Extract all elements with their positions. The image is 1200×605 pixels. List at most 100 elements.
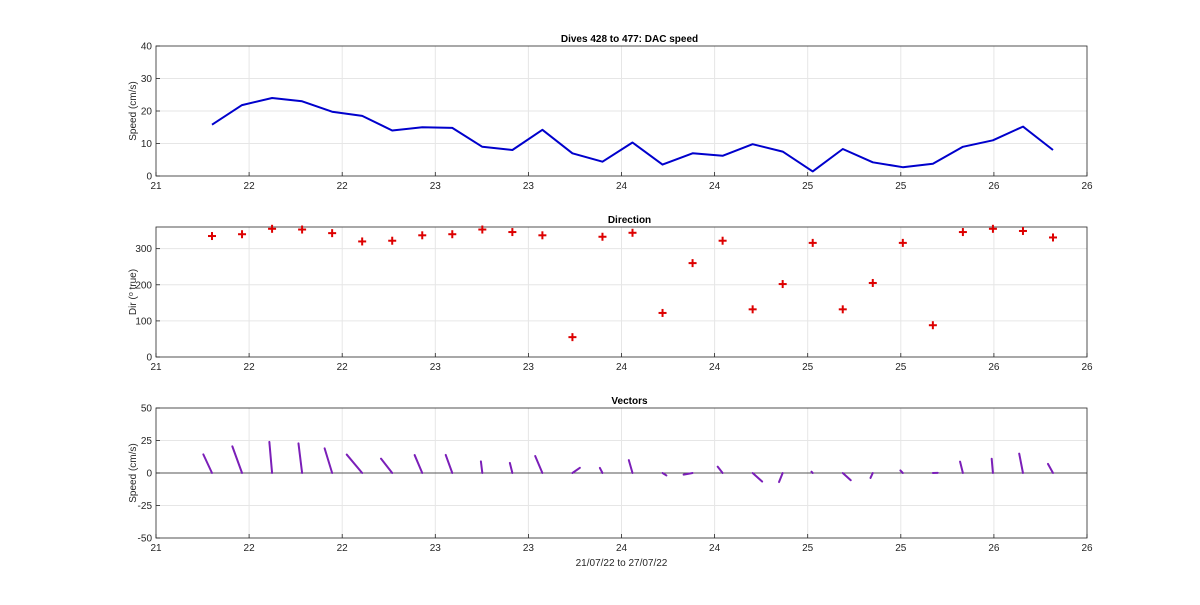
direction-point bbox=[358, 237, 367, 246]
direction-point bbox=[628, 228, 637, 237]
vector-stick bbox=[959, 460, 964, 474]
x-tick-label: 24 bbox=[709, 543, 721, 554]
direction-point bbox=[748, 305, 757, 314]
direction-point bbox=[538, 231, 547, 240]
vector-stick bbox=[899, 469, 904, 474]
direction-point bbox=[598, 232, 607, 241]
x-tick-label: 26 bbox=[1081, 181, 1093, 192]
y-tick-label: 0 bbox=[146, 353, 152, 364]
direction-point bbox=[388, 236, 397, 245]
x-tick-label: 21 bbox=[150, 181, 162, 192]
chart-title: Vectors bbox=[611, 396, 648, 407]
y-tick-label: 30 bbox=[141, 74, 153, 85]
vector-stick bbox=[1046, 462, 1054, 474]
chart-title: Dives 428 to 477: DAC speed bbox=[561, 34, 698, 45]
vector-stick bbox=[627, 459, 634, 474]
y-tick-label: -25 bbox=[138, 501, 153, 512]
vector-stick bbox=[598, 466, 604, 474]
direction-point bbox=[238, 230, 247, 239]
vector-stick bbox=[297, 442, 304, 474]
x-tick-label: 21 bbox=[150, 362, 162, 373]
y-axis-label: Dir (o true) bbox=[128, 269, 140, 315]
direction-panel: 21 22 22 23 23 24 24 25 25 26 26 0 100 200 300 Directio… bbox=[128, 215, 1093, 373]
y-tick-label: 200 bbox=[135, 280, 152, 291]
x-tick-label: 25 bbox=[802, 362, 814, 373]
chart-title: Direction bbox=[608, 215, 651, 226]
y-tick-label: 20 bbox=[141, 107, 153, 118]
vector-stick bbox=[841, 472, 852, 482]
direction-point bbox=[928, 321, 937, 330]
direction-point bbox=[898, 238, 907, 247]
y-tick-label: 0 bbox=[146, 469, 152, 480]
x-tick-label: 25 bbox=[895, 543, 907, 554]
x-tick-label: 25 bbox=[802, 543, 814, 554]
direction-point bbox=[868, 278, 877, 287]
y-axis-label: Speed (cm/s) bbox=[128, 81, 139, 140]
direction-point bbox=[658, 308, 667, 317]
x-tick-label: 22 bbox=[337, 181, 349, 192]
x-tick-label: 24 bbox=[616, 181, 628, 192]
direction-point bbox=[808, 238, 817, 247]
x-tick-label: 24 bbox=[616, 362, 628, 373]
vector-stick bbox=[380, 457, 394, 474]
y-axis-label: Speed (cm/s) bbox=[128, 443, 139, 502]
x-tick-label: 26 bbox=[988, 181, 1000, 192]
x-tick-label: 23 bbox=[523, 181, 535, 192]
vector-stick bbox=[751, 472, 764, 483]
vector-stick bbox=[778, 472, 784, 484]
vector-stick bbox=[571, 466, 581, 474]
x-tick-label: 22 bbox=[244, 543, 256, 554]
y-tick-label: 40 bbox=[141, 42, 153, 53]
speed-series-line bbox=[211, 97, 1054, 173]
x-tick-label: 25 bbox=[895, 181, 907, 192]
x-tick-label: 21 bbox=[150, 543, 162, 554]
vector-stick bbox=[869, 472, 874, 479]
y-tick-label: 25 bbox=[141, 436, 153, 447]
vector-stick bbox=[413, 454, 424, 474]
direction-point bbox=[718, 236, 727, 245]
x-tick-label: 23 bbox=[430, 362, 442, 373]
direction-point bbox=[418, 231, 427, 240]
vector-stick bbox=[231, 445, 244, 474]
x-tick-label: 23 bbox=[523, 362, 535, 373]
vector-stick bbox=[990, 457, 994, 474]
x-tick-label: 26 bbox=[988, 362, 1000, 373]
vector-stick bbox=[323, 447, 334, 474]
y-tick-label: 0 bbox=[146, 172, 152, 183]
direction-point bbox=[958, 228, 967, 237]
vector-stick bbox=[810, 470, 814, 474]
vector-stick bbox=[661, 472, 668, 477]
direction-point bbox=[268, 224, 277, 233]
direction-point bbox=[988, 224, 997, 233]
x-tick-label: 25 bbox=[895, 362, 907, 373]
vector-stick bbox=[345, 453, 364, 474]
vector-stick bbox=[268, 440, 274, 474]
y-tick-label: 50 bbox=[141, 404, 153, 415]
x-tick-label: 23 bbox=[430, 181, 442, 192]
direction-point bbox=[448, 230, 457, 239]
direction-point bbox=[478, 225, 487, 234]
vector-stick bbox=[202, 453, 213, 474]
vector-stick bbox=[1018, 452, 1024, 474]
direction-point bbox=[508, 228, 517, 237]
x-axis-label: 21/07/22 to 27/07/22 bbox=[576, 558, 668, 569]
x-tick-label: 25 bbox=[802, 181, 814, 192]
direction-point bbox=[778, 280, 787, 289]
vector-stick bbox=[716, 465, 724, 474]
direction-point bbox=[208, 232, 216, 241]
x-tick-label: 24 bbox=[709, 181, 721, 192]
direction-point bbox=[568, 333, 577, 342]
x-tick-label: 26 bbox=[988, 543, 1000, 554]
speed-panel: 21 22 22 23 23 24 24 25 25 26 26 0 10 20 30 40 Dives 428… bbox=[128, 34, 1093, 192]
dir-unit: true) bbox=[128, 269, 139, 292]
degree-sup: o bbox=[128, 292, 135, 296]
vector-stick bbox=[682, 472, 694, 476]
y-tick-label: -50 bbox=[138, 534, 153, 545]
vector-stick bbox=[534, 455, 544, 474]
vector-stick bbox=[508, 461, 514, 474]
x-tick-label: 26 bbox=[1081, 543, 1093, 554]
x-tick-label: 22 bbox=[337, 543, 349, 554]
x-tick-label: 22 bbox=[337, 362, 349, 373]
y-tick-label: 300 bbox=[135, 244, 152, 255]
